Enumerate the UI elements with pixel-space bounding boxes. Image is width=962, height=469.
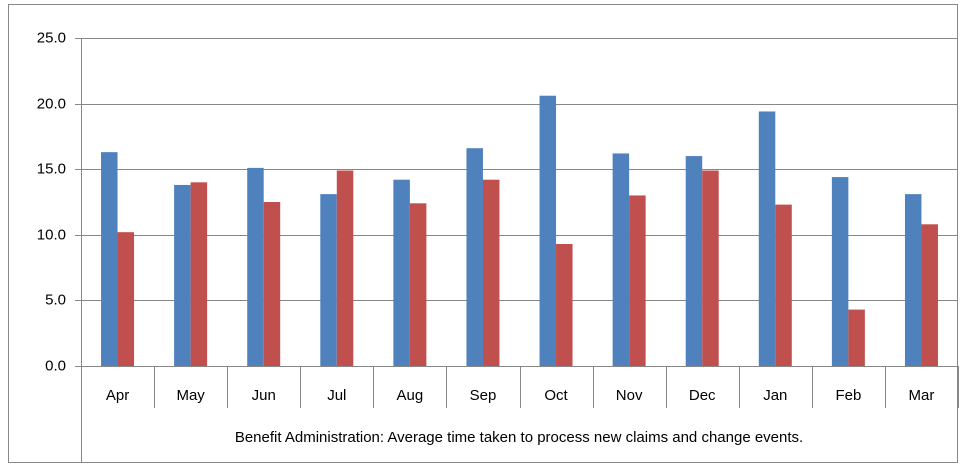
x-tick-label: Aug bbox=[397, 387, 424, 404]
bar bbox=[247, 167, 264, 366]
y-tick-label: 10.0 bbox=[37, 226, 66, 243]
bar bbox=[702, 170, 719, 366]
x-tick-label: Jul bbox=[327, 387, 346, 404]
x-tick-label: Sep bbox=[470, 387, 497, 404]
bar bbox=[539, 95, 557, 366]
bar bbox=[190, 182, 208, 366]
x-tick-label: Apr bbox=[106, 387, 129, 404]
bar bbox=[174, 184, 191, 366]
x-tick-label: Feb bbox=[835, 387, 861, 404]
x-tick-label: Mar bbox=[909, 387, 935, 404]
bar bbox=[393, 179, 410, 366]
bar bbox=[629, 195, 646, 366]
bar bbox=[263, 202, 281, 366]
bar bbox=[320, 194, 337, 366]
x-tick-label: Nov bbox=[616, 387, 643, 404]
bar bbox=[921, 224, 938, 366]
bar bbox=[482, 179, 500, 366]
x-tick-label: Oct bbox=[544, 387, 568, 404]
bar bbox=[101, 152, 118, 366]
x-axis-title: Benefit Administration: Average time tak… bbox=[235, 429, 803, 446]
y-tick-label: 25.0 bbox=[37, 29, 66, 46]
bar bbox=[848, 309, 865, 366]
x-tick-label: Jun bbox=[252, 387, 276, 404]
bar bbox=[831, 177, 849, 366]
bar bbox=[612, 153, 630, 366]
bar bbox=[466, 148, 483, 366]
y-tick-label: 5.0 bbox=[45, 291, 66, 308]
x-tick-label: Dec bbox=[689, 387, 716, 404]
bar bbox=[685, 156, 703, 366]
bar bbox=[336, 170, 354, 366]
x-tick-label: Jan bbox=[763, 387, 787, 404]
bar bbox=[775, 204, 792, 366]
bar bbox=[556, 243, 573, 366]
bar bbox=[758, 111, 776, 366]
y-tick-label: 15.0 bbox=[37, 160, 66, 177]
bar bbox=[409, 203, 427, 366]
x-tick-label: May bbox=[176, 387, 205, 404]
bar bbox=[904, 194, 922, 366]
y-tick-label: 0.0 bbox=[45, 357, 66, 374]
bar bbox=[117, 232, 135, 366]
y-tick-label: 20.0 bbox=[37, 95, 66, 112]
